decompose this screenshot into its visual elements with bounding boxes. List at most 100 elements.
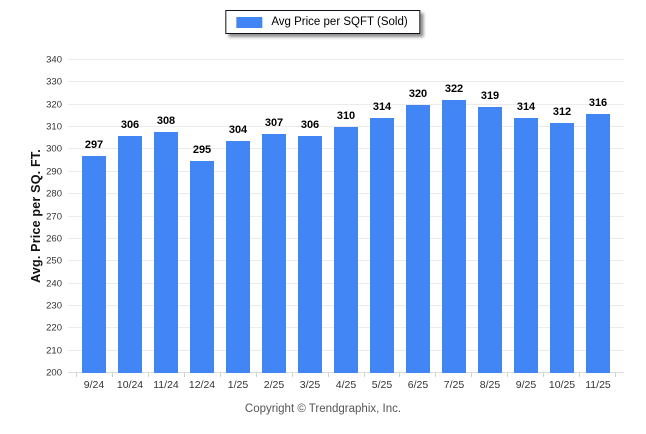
x-tick-label: 11/25 xyxy=(585,379,611,391)
bar-slot: 322 xyxy=(436,60,472,373)
gridline xyxy=(68,59,624,60)
x-tick-label: 1/25 xyxy=(227,379,249,391)
bars-container: 297 306 308 295 304 307 306 310 314 320 322 319 314 3… xyxy=(68,60,624,373)
y-tick-label: 210 xyxy=(46,345,62,357)
bar-value-label: 306 xyxy=(300,119,320,132)
bar-slot: 314 xyxy=(364,60,400,373)
bar-value-label: 306 xyxy=(120,119,140,132)
bar: 322 xyxy=(442,83,466,373)
gridline xyxy=(68,126,624,128)
bar-slot: 308 xyxy=(148,60,184,373)
x-tick-mark xyxy=(221,373,257,377)
x-tick-mark xyxy=(472,373,509,377)
y-tick-label: 240 xyxy=(46,278,62,290)
bar: 310 xyxy=(334,110,358,373)
y-tick-label: 320 xyxy=(46,99,62,111)
bar-value-label: 314 xyxy=(516,101,536,114)
bar-slot: 314 xyxy=(508,60,544,373)
bar-value-label: 308 xyxy=(156,114,176,127)
bar-value-label: 319 xyxy=(480,89,500,102)
y-tick-label: 270 xyxy=(46,211,62,222)
bar: 314 xyxy=(370,101,394,373)
plot-area: 297 306 308 295 304 307 306 310 314 320 322 319 314 3… xyxy=(68,59,624,373)
y-tick-label: 260 xyxy=(46,233,62,245)
x-tick-mark xyxy=(400,373,437,377)
x-tick-label: 2/25 xyxy=(263,379,285,391)
y-tick-label: 310 xyxy=(46,121,62,133)
x-tick-label: 7/25 xyxy=(443,379,465,391)
bar-value-label: 312 xyxy=(552,105,572,118)
legend-swatch xyxy=(236,16,263,28)
y-tick-label: 290 xyxy=(46,166,62,178)
bar-slot: 319 xyxy=(472,60,508,373)
bar-value-label: 304 xyxy=(228,123,248,136)
bar: 306 xyxy=(118,119,142,373)
bar-value-label: 322 xyxy=(444,83,464,96)
bar-value-label: 307 xyxy=(264,116,284,129)
bar-slot: 307 xyxy=(256,60,292,373)
bar-value-label: 314 xyxy=(372,101,392,114)
bar-slot: 316 xyxy=(580,60,616,373)
bar-slot: 320 xyxy=(400,60,436,373)
bar: 308 xyxy=(154,115,178,373)
x-tick-label: 9/25 xyxy=(515,379,537,391)
x-tick-label: 4/25 xyxy=(335,379,357,391)
bar-value-label: 310 xyxy=(336,110,356,123)
legend-label: Avg Price per SQFT (Sold) xyxy=(271,16,408,28)
x-tick-mark xyxy=(580,373,617,377)
y-tick-label: 230 xyxy=(46,300,62,312)
x-tick-mark xyxy=(293,373,329,377)
bar: 306 xyxy=(298,119,322,373)
bar: 297 xyxy=(82,139,106,373)
bar-slot: 312 xyxy=(544,60,580,373)
y-tick-label: 280 xyxy=(46,188,62,200)
bar-value-label: 316 xyxy=(588,96,608,109)
x-tick-label: 10/24 xyxy=(116,379,144,391)
bar: 295 xyxy=(190,144,214,373)
x-tick-mark xyxy=(436,373,473,377)
bar-slot: 304 xyxy=(220,60,256,373)
legend: Avg Price per SQFT (Sold) xyxy=(225,10,421,34)
x-tick-mark xyxy=(329,373,365,377)
y-tick-label: 330 xyxy=(46,76,62,88)
x-axis-tick-labels: 9/24 10/24 11/24 12/24 1/25 2/25 3/25 4/25 5/25 6… xyxy=(68,379,624,391)
x-tick-mark xyxy=(149,373,185,377)
bar: 307 xyxy=(262,117,286,373)
bar-slot: 306 xyxy=(292,60,328,373)
bar-value-label: 295 xyxy=(192,143,212,156)
x-tick-label: 6/25 xyxy=(407,379,429,391)
bar: 312 xyxy=(550,106,574,373)
bar-slot: 310 xyxy=(328,60,364,373)
x-tick-mark xyxy=(508,373,545,377)
x-tick-mark xyxy=(76,373,113,377)
x-tick-label: 9/24 xyxy=(83,379,105,391)
bar-value-label: 320 xyxy=(408,87,428,100)
bar: 314 xyxy=(514,101,538,373)
x-tick-mark xyxy=(185,373,221,377)
copyright-text: Copyright © Trendgraphix, Inc. xyxy=(244,403,402,415)
bar: 304 xyxy=(226,124,250,373)
x-tick-mark xyxy=(365,373,401,377)
x-tick-mark xyxy=(113,373,149,377)
y-tick-label: 250 xyxy=(46,255,62,267)
x-tick-label: 12/24 xyxy=(188,379,216,391)
bar: 316 xyxy=(586,97,610,373)
x-axis-ticks xyxy=(68,373,624,377)
gridline xyxy=(68,81,624,83)
y-tick-label: 220 xyxy=(46,322,62,334)
bar-value-label: 297 xyxy=(84,139,104,152)
y-tick-label: 200 xyxy=(46,367,62,379)
x-tick-label: 8/25 xyxy=(479,379,501,391)
x-tick-mark xyxy=(257,373,293,377)
y-tick-label: 340 xyxy=(46,54,62,66)
bar-slot: 297 xyxy=(76,60,112,373)
bar-slot: 306 xyxy=(112,60,148,373)
bar: 320 xyxy=(406,88,430,373)
bar-slot: 295 xyxy=(184,60,220,373)
y-axis-tick-labels: 200 210 220 230 240 250 260 270 280 290 300 310 320 3… xyxy=(0,55,62,379)
x-tick-label: 3/25 xyxy=(299,379,321,391)
gridline xyxy=(68,103,624,105)
x-tick-label: 5/25 xyxy=(371,379,393,391)
x-tick-label: 11/24 xyxy=(153,379,179,391)
